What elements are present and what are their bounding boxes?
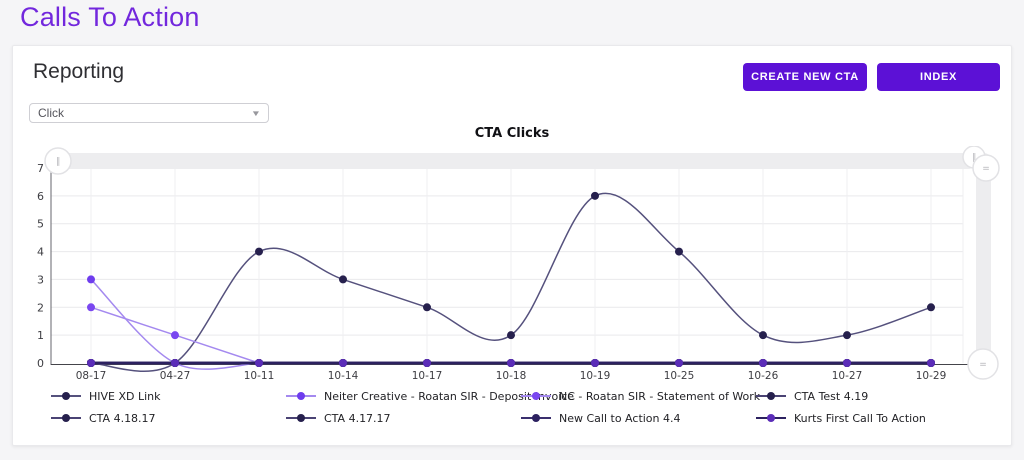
legend-label: CTA 4.17.17 (324, 411, 391, 425)
legend-dot-icon (62, 414, 70, 422)
y-tick-label: 2 (37, 301, 44, 314)
legend-item[interactable]: New Call to Action 4.4 (521, 411, 756, 425)
data-point-marker (87, 303, 95, 312)
v-scrollbar-track[interactable] (976, 153, 991, 379)
reporting-card: Reporting CREATE NEW CTA INDEX Click ▼ C… (12, 45, 1012, 446)
data-point-marker (255, 247, 263, 256)
metric-select[interactable]: Click ▼ (29, 103, 269, 123)
scroll-handle-right-bottom-icon: = (979, 360, 987, 370)
legend-dot-icon (62, 392, 70, 400)
x-tick-label: 10-19 (580, 370, 611, 382)
y-tick-label: 6 (37, 190, 44, 203)
legend-label: New Call to Action 4.4 (559, 411, 681, 425)
data-point-marker (675, 359, 683, 367)
y-tick-label: 7 (37, 162, 44, 175)
scroll-handle-right-bottom[interactable] (967, 348, 999, 380)
y-tick-label: 0 (37, 357, 44, 370)
legend-dot-icon (532, 414, 540, 422)
chart-legend: HIVE XD Link Neiter Creative - Roatan SIR… (51, 389, 991, 425)
data-point-marker (423, 303, 431, 312)
legend-dot-icon (297, 414, 305, 422)
chevron-down-icon: ▼ (250, 108, 262, 118)
y-tick-label: 4 (37, 246, 44, 259)
data-point-marker (843, 359, 851, 367)
legend-dot-icon (767, 414, 775, 422)
data-point-marker (759, 359, 767, 367)
data-point-marker (87, 275, 95, 284)
legend-item[interactable]: CTA 4.18.17 (51, 411, 286, 425)
data-point-marker (759, 331, 767, 340)
legend-label: HIVE XD Link (89, 389, 161, 403)
scroll-handle-left[interactable] (44, 147, 72, 175)
x-tick-label: 10-17 (412, 370, 443, 382)
legend-line-marker-icon (521, 414, 551, 422)
legend-label: CTA Test 4.19 (794, 389, 869, 403)
legend-line-marker-icon (286, 414, 316, 422)
create-new-cta-button[interactable]: CREATE NEW CTA (743, 63, 867, 91)
legend-item[interactable]: CTA Test 4.19 (756, 389, 991, 403)
x-tick-label: 10-29 (916, 370, 947, 382)
legend-line-marker-icon (286, 392, 316, 400)
x-tick-label: 08-17 (76, 370, 107, 382)
legend-item[interactable]: NC - Roatan SIR - Statement of Work (521, 389, 760, 403)
data-point-marker (927, 359, 935, 367)
data-point-marker (87, 359, 95, 367)
x-tick-label: 10-27 (832, 370, 863, 382)
data-point-marker (927, 303, 935, 312)
scroll-handle-left-icon: ∥ (56, 157, 61, 167)
legend-line-marker-icon (51, 414, 81, 422)
chart-title: CTA Clicks (474, 126, 550, 141)
legend-line-marker-icon (756, 392, 786, 400)
legend-label: CTA 4.18.17 (89, 411, 156, 425)
legend-item[interactable]: CTA 4.17.17 (286, 411, 521, 425)
legend-item[interactable]: HIVE XD Link (51, 389, 286, 403)
data-point-marker (591, 359, 599, 367)
data-point-marker (843, 331, 851, 340)
legend-item[interactable]: Kurts First Call To Action (756, 411, 991, 425)
data-point-marker (339, 275, 347, 284)
x-tick-label: 10-11 (244, 370, 275, 382)
legend-line-marker-icon (521, 392, 551, 400)
series-line (90, 192, 932, 372)
scroll-handle-top-right-icon: ∥ (972, 153, 977, 163)
data-point-marker (255, 359, 263, 367)
chart-area: 0 1 2 3 4 5 6 7 08-17 04-27 10-11 10-14 10-17 10-18 10… (13, 146, 1011, 391)
legend-label: Neiter Creative - Roatan SIR - Deposit I… (324, 389, 575, 403)
y-tick-label: 1 (37, 329, 44, 342)
data-point-marker (339, 359, 347, 367)
data-point-marker (507, 359, 515, 367)
data-point-marker (171, 331, 179, 340)
scroll-handle-right-top-icon: = (982, 164, 990, 174)
h-scrollbar-track[interactable] (46, 153, 976, 169)
legend-dot-icon (532, 392, 540, 400)
legend-line-marker-icon (756, 414, 786, 422)
legend-item[interactable]: Neiter Creative - Roatan SIR - Deposit I… (286, 389, 574, 403)
y-tick-label: 3 (37, 273, 44, 286)
data-point-marker (171, 359, 179, 367)
data-point-marker (675, 247, 683, 256)
cta-chart-svg: 0 1 2 3 4 5 6 7 08-17 04-27 10-11 10-14 10-17 10-18 10… (37, 146, 1000, 382)
x-tick-label: 10-18 (496, 370, 527, 382)
index-button[interactable]: INDEX (877, 63, 1000, 91)
x-tick-label: 10-14 (328, 370, 359, 382)
legend-dot-icon (297, 392, 305, 400)
x-tick-label: 10-25 (664, 370, 695, 382)
reporting-heading: Reporting (33, 60, 125, 83)
data-point-marker (423, 359, 431, 367)
legend-dot-icon (767, 392, 775, 400)
x-tick-label: 04-27 (160, 370, 191, 382)
metric-select-value: Click (38, 106, 64, 120)
data-point-marker (507, 331, 515, 340)
page-title: Calls To Action (20, 2, 200, 32)
scroll-handle-right-top[interactable] (972, 154, 1000, 182)
data-point-marker (591, 191, 599, 200)
legend-line-marker-icon (51, 392, 81, 400)
legend-label: Kurts First Call To Action (794, 411, 926, 425)
x-tick-label: 10-26 (748, 370, 779, 382)
legend-label: NC - Roatan SIR - Statement of Work (559, 389, 761, 403)
y-tick-label: 5 (37, 218, 44, 231)
